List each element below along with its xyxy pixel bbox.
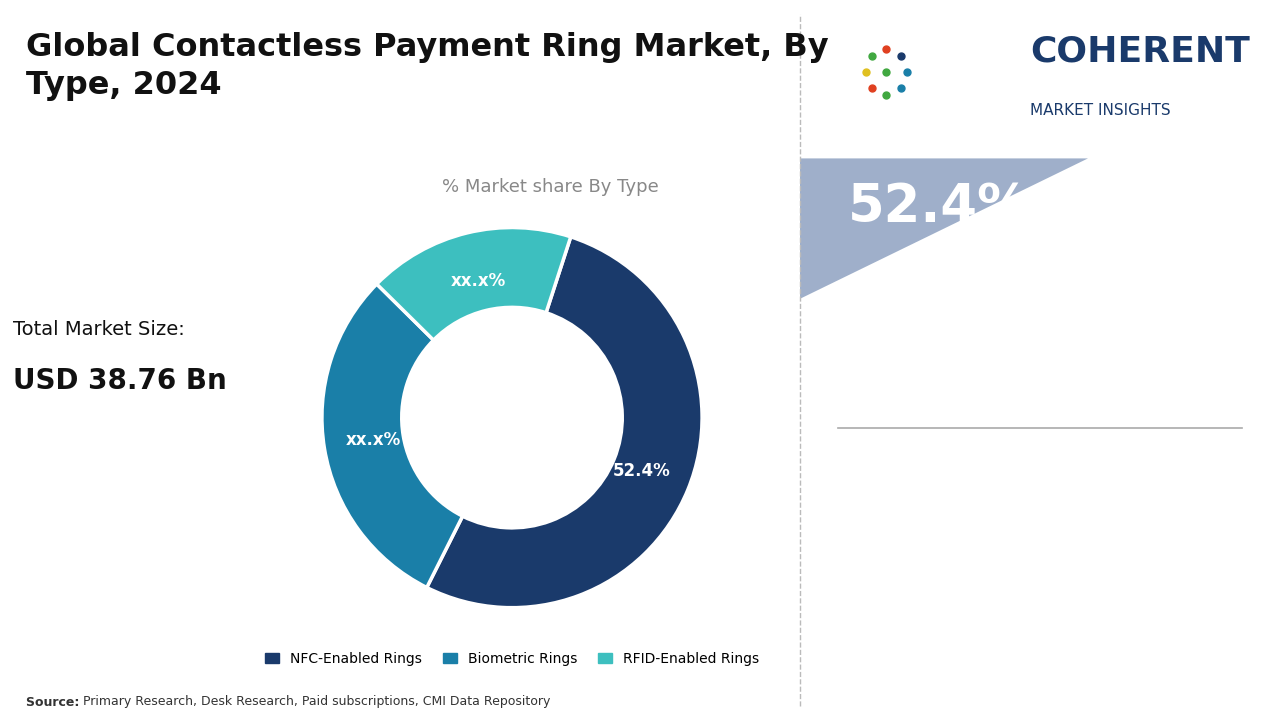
Text: 52.4%: 52.4% <box>613 462 671 480</box>
Text: xx.x%: xx.x% <box>346 431 401 449</box>
Text: Primary Research, Desk Research, Paid subscriptions, CMI Data Repository: Primary Research, Desk Research, Paid su… <box>83 696 550 708</box>
Text: Source:: Source: <box>26 696 83 708</box>
Text: 52.4%: 52.4% <box>849 181 1030 233</box>
Text: USD 38.76 Bn: USD 38.76 Bn <box>13 367 227 395</box>
Text: MARKET INSIGHTS: MARKET INSIGHTS <box>1030 103 1171 118</box>
Text: Global Contactless Payment Ring Market, By
Type, 2024: Global Contactless Payment Ring Market, … <box>26 32 828 101</box>
Text: Total Market Size:: Total Market Size: <box>13 320 184 338</box>
Wedge shape <box>376 228 571 340</box>
Polygon shape <box>800 158 1088 299</box>
Wedge shape <box>426 237 701 608</box>
Text: NFC-Enabled Rings: NFC-Enabled Rings <box>849 276 1025 294</box>
Text: Global
Contactless
Payment Ring
Market: Global Contactless Payment Ring Market <box>849 445 1079 608</box>
Legend: NFC-Enabled Rings, Biometric Rings, RFID-Enabled Rings: NFC-Enabled Rings, Biometric Rings, RFID… <box>260 647 764 671</box>
Wedge shape <box>323 284 462 588</box>
Text: Type -
Estimated Market
Revenue Share, 2024: Type - Estimated Market Revenue Share, 2… <box>849 315 1027 387</box>
Text: % Market share By Type: % Market share By Type <box>442 179 659 197</box>
Text: COHERENT: COHERENT <box>1030 35 1251 69</box>
Text: xx.x%: xx.x% <box>451 272 507 290</box>
